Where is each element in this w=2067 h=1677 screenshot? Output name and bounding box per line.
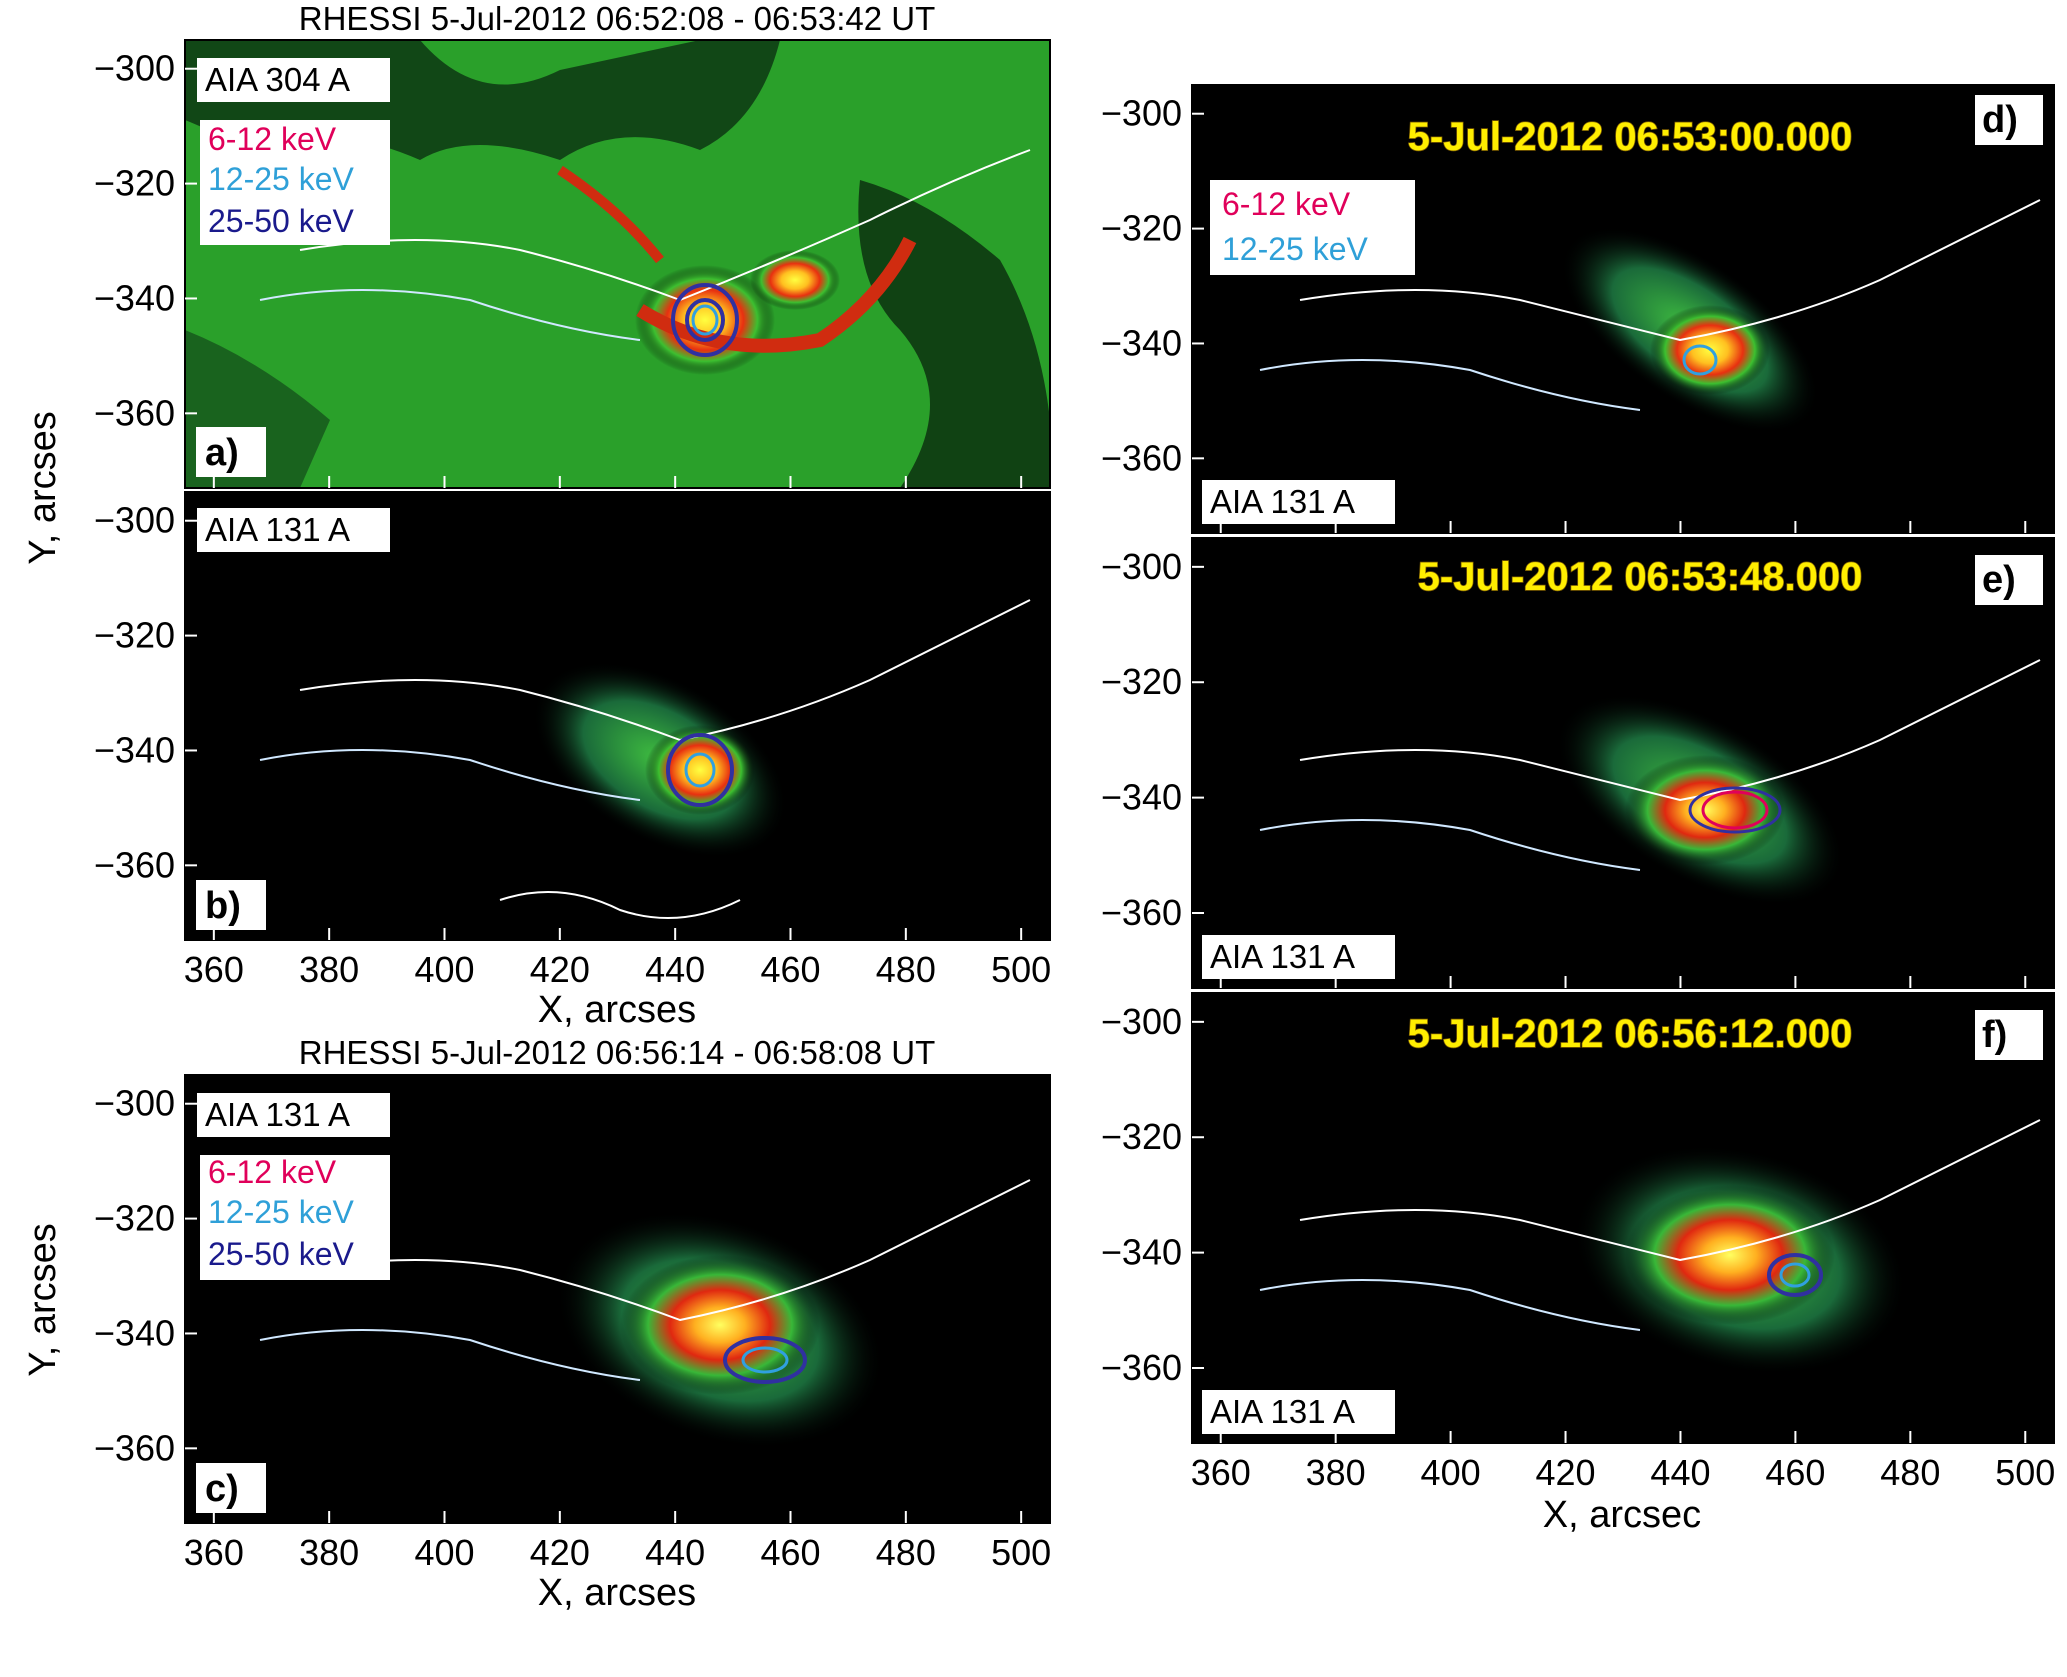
panel-a-instrument: AIA 304 A	[205, 61, 350, 98]
panel-f-xtick-label: 440	[1650, 1452, 1710, 1493]
panel-d-ytick-label: −360	[1101, 437, 1182, 478]
panel-c-xtick-label: 460	[760, 1532, 820, 1573]
panel-f-xtick-label: 360	[1191, 1452, 1251, 1493]
panel-f-xtick-label: 400	[1421, 1452, 1481, 1493]
panel-c-xlabel: X, arcses	[538, 1572, 696, 1614]
panel-f-ytick-label: −360	[1101, 1347, 1182, 1388]
panel-c-xtick-label: 400	[414, 1532, 474, 1573]
panel-b-xtick-label: 420	[530, 949, 590, 990]
panel-c-ytick-label: −320	[94, 1198, 175, 1239]
panel-f-time: 5-Jul-2012 06:56:12.000	[1408, 1012, 1853, 1056]
legend-c-e2: 12-25 keV	[208, 1194, 355, 1230]
panel-b-xlabel: X, arcses	[538, 989, 696, 1031]
panel-f-xtick-label: 460	[1765, 1452, 1825, 1493]
legend-a-e3: 25-50 keV	[208, 203, 355, 239]
panel-d	[1191, 84, 2055, 534]
panel-d-instrument: AIA 131 A	[1210, 483, 1355, 520]
panel-e-label: e)	[1982, 559, 2016, 601]
panel-e-ytick-label: −360	[1101, 892, 1182, 933]
panel-e-time: 5-Jul-2012 06:53:48.000	[1418, 555, 1863, 599]
panel-f-instrument: AIA 131 A	[1210, 1393, 1355, 1430]
panel-b	[184, 491, 1051, 941]
panel-d-label: d)	[1982, 99, 2018, 141]
panel-e-ytick-label: −340	[1101, 777, 1182, 818]
bottom-ylabel: Y, arcses	[22, 1223, 64, 1376]
panel-f-label: f)	[1982, 1014, 2007, 1056]
panel-c-xtick-label: 500	[991, 1532, 1051, 1573]
panel-f-ytick-label: −320	[1101, 1116, 1182, 1157]
panel-b-instrument: AIA 131 A	[205, 511, 350, 548]
panel-e-instrument: AIA 131 A	[1210, 938, 1355, 975]
panel-c-ytick-label: −360	[94, 1427, 175, 1468]
panel-d-time: 5-Jul-2012 06:53:00.000	[1408, 115, 1853, 159]
legend-c-box	[200, 1155, 390, 1280]
panel-a-ytick-label: −320	[94, 163, 175, 204]
panel-b-label: b)	[205, 885, 241, 927]
panel-f-xlabel: X, arcsec	[1543, 1494, 1701, 1536]
top-title: RHESSI 5-Jul-2012 06:52:08 - 06:53:42 UT	[299, 0, 936, 37]
panel-c-ytick-label: −300	[94, 1083, 175, 1124]
panel-b-xtick-label: 440	[645, 949, 705, 990]
legend-d-e2: 12-25 keV	[1222, 231, 1369, 267]
panel-c-label: c)	[205, 1468, 239, 1510]
legend-c-e3: 25-50 keV	[208, 1236, 355, 1272]
panel-b-ytick-label: −300	[94, 500, 175, 541]
panel-b-xtick-label: 360	[184, 949, 244, 990]
panel-e-ytick-label: −300	[1101, 546, 1182, 587]
panel-b-xtick-label: 480	[876, 949, 936, 990]
panel-e	[1191, 537, 2055, 989]
panel-e-ytick-label: −320	[1101, 661, 1182, 702]
panel-b-ytick-label: −340	[94, 729, 175, 770]
legend-c-e1: 6-12 keV	[208, 1154, 337, 1190]
panel-f	[1191, 992, 2055, 1444]
legend-a-e2: 12-25 keV	[208, 161, 355, 197]
panel-c-xtick-label: 380	[299, 1532, 359, 1573]
panel-b-xtick-label: 380	[299, 949, 359, 990]
legend-d-e1: 6-12 keV	[1222, 186, 1351, 222]
legend-a-e1: 6-12 keV	[208, 121, 337, 157]
panel-b-ytick-label: −360	[94, 844, 175, 885]
panel-d-ytick-label: −340	[1101, 322, 1182, 363]
panel-c-xtick-label: 480	[876, 1532, 936, 1573]
panel-f-ytick-label: −340	[1101, 1232, 1182, 1273]
top-ylabel: Y, arcses	[22, 411, 64, 564]
panel-a-label: a)	[205, 432, 239, 474]
panel-c	[184, 1074, 1051, 1524]
panel-d-ytick-label: −320	[1101, 208, 1182, 249]
panel-c-xtick-label: 420	[530, 1532, 590, 1573]
panel-a-ytick-label: −340	[94, 277, 175, 318]
legend-d-box	[1210, 180, 1415, 275]
panel-b-xtick-label: 500	[991, 949, 1051, 990]
panel-b-xtick-label: 460	[760, 949, 820, 990]
panel-f-xtick-label: 380	[1306, 1452, 1366, 1493]
axis-ticks: −300 −320 −340 −360 360 380 400 420 440 460 480 500…	[94, 48, 2055, 1573]
legend-a-box	[200, 120, 390, 245]
panel-d-ytick-label: −300	[1101, 93, 1182, 134]
panel-f-xtick-label: 420	[1535, 1452, 1595, 1493]
panel-c-instrument: AIA 131 A	[205, 1096, 350, 1133]
panel-c-ytick-label: −340	[94, 1312, 175, 1353]
panel-b-xtick-label: 400	[414, 949, 474, 990]
panel-f-xtick-label: 500	[1995, 1452, 2055, 1493]
panel-c-xtick-label: 440	[645, 1532, 705, 1573]
panel-a	[184, 39, 1051, 489]
panel-a-ytick-label: −300	[94, 48, 175, 89]
panel-f-xtick-label: 480	[1880, 1452, 1940, 1493]
panel-a-ytick-label: −360	[94, 392, 175, 433]
panel-b-ytick-label: −320	[94, 615, 175, 656]
panel-f-ytick-label: −300	[1101, 1001, 1182, 1042]
panel-c-xtick-label: 360	[184, 1532, 244, 1573]
mid-title: RHESSI 5-Jul-2012 06:56:14 - 06:58:08 UT	[299, 1034, 936, 1071]
